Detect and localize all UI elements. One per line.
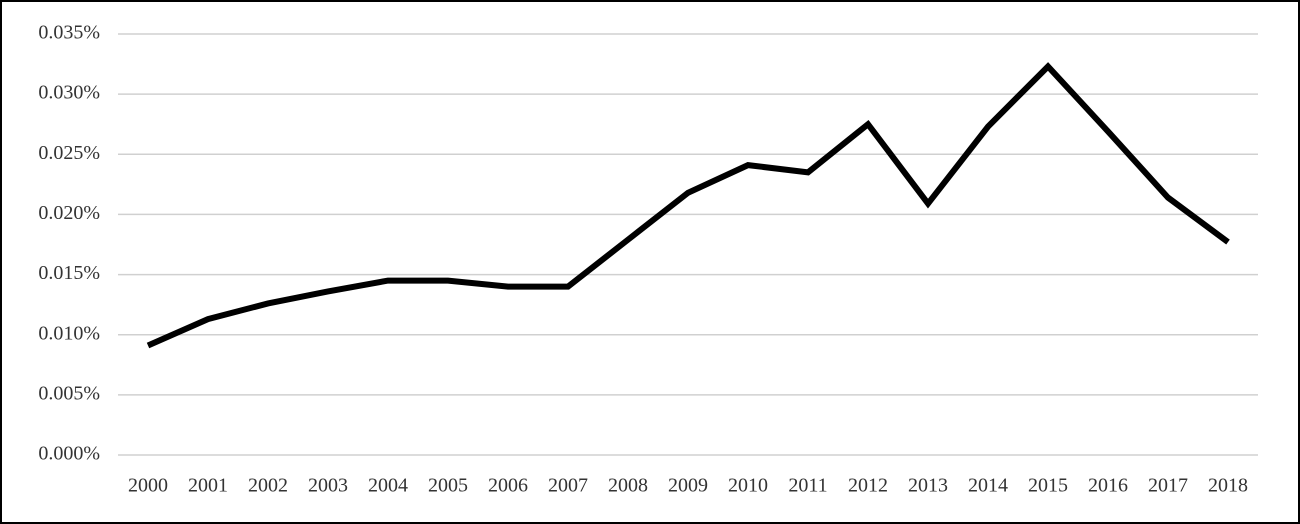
x-tick-label: 2003 [308,475,348,497]
x-tick-label: 2007 [548,475,588,497]
x-tick-label: 2016 [1088,475,1128,497]
x-tick-label: 2014 [968,475,1008,497]
x-tick-label: 2002 [248,475,288,497]
y-tick-label: 0.025% [38,142,100,164]
y-tick-label: 0.005% [38,382,100,404]
x-tick-label: 2015 [1028,475,1068,497]
x-tick-label: 2004 [368,475,408,497]
x-tick-label: 2012 [848,475,888,497]
x-tick-label: 2008 [608,475,648,497]
y-tick-label: 0.035% [38,22,100,44]
x-tick-label: 2006 [488,475,528,497]
x-tick-label: 2009 [668,475,708,497]
data-line [146,62,1230,349]
y-tick-label: 0.000% [38,443,100,465]
y-tick-label: 0.030% [38,82,100,104]
x-tick-label: 2010 [728,475,768,497]
x-tick-label: 2017 [1148,475,1188,497]
x-tick-label: 2000 [128,475,168,497]
y-tick-label: 0.010% [38,322,100,344]
x-tick-label: 2018 [1208,475,1248,497]
x-tick-label: 2011 [788,475,827,497]
x-tick-label: 2001 [188,475,228,497]
y-tick-label: 0.015% [38,262,100,284]
x-tick-label: 2013 [908,475,948,497]
y-tick-label: 0.020% [38,202,100,224]
x-tick-label: 2005 [428,475,468,497]
